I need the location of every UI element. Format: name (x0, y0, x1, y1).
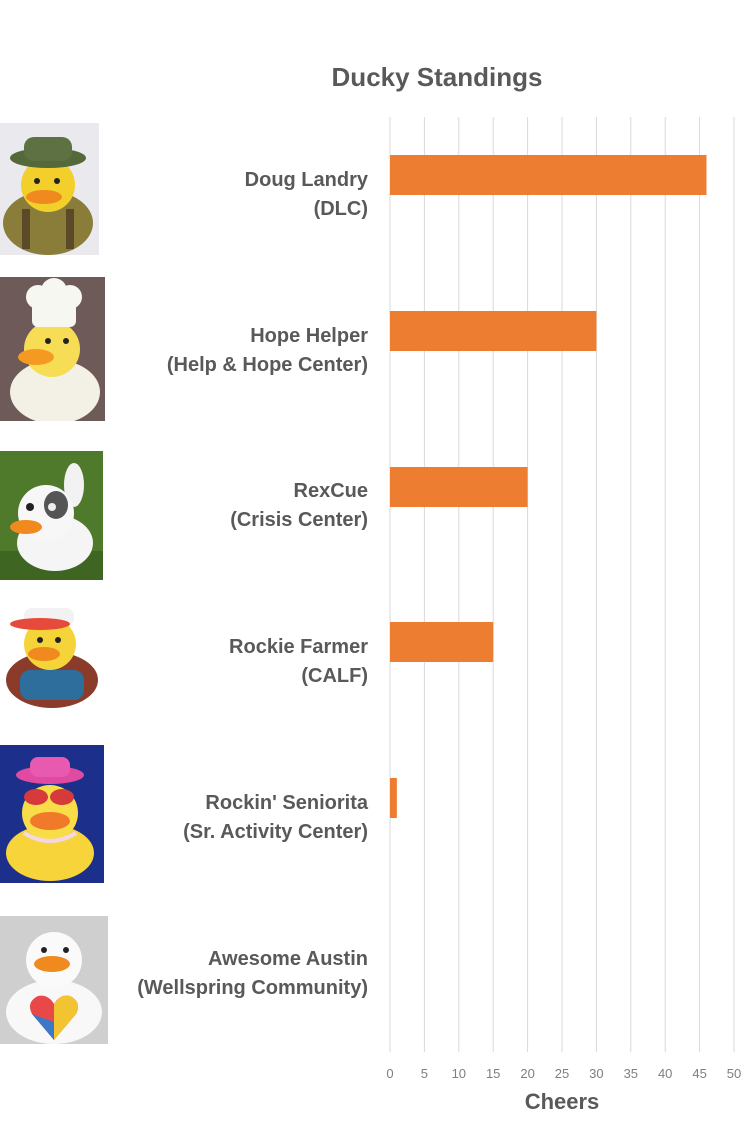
bar (390, 155, 707, 195)
category-label: Rockie Farmer (CALF) (229, 636, 368, 687)
x-tick-label: 50 (727, 1066, 741, 1081)
x-tick-label: 40 (658, 1066, 672, 1081)
category-label: Rockin' Seniorita (Sr. Activity Center) (183, 792, 368, 843)
x-tick-label: 45 (692, 1066, 706, 1081)
category-label: Doug Landry (DLC) (244, 169, 368, 220)
duck-chef-image (0, 277, 105, 421)
x-tick-label: 35 (624, 1066, 638, 1081)
x-tick-label: 10 (452, 1066, 466, 1081)
bar (390, 467, 528, 507)
x-tick-label: 5 (421, 1066, 428, 1081)
x-tick-label: 25 (555, 1066, 569, 1081)
duck-farmer-image (0, 600, 100, 710)
duck-puzzle-heart-image (0, 916, 108, 1044)
category-label: Hope Helper (Help & Hope Center) (166, 325, 368, 376)
category-label: RexCue (Crisis Center) (230, 480, 368, 531)
bar (390, 778, 397, 818)
x-axis-title: Cheers (524, 1089, 600, 1114)
x-tick-label: 15 (486, 1066, 500, 1081)
duck-dog-image (0, 451, 103, 580)
x-tick-label: 20 (520, 1066, 534, 1081)
x-tick-label: 30 (589, 1066, 603, 1081)
bar (390, 311, 597, 351)
duck-pink-hat-image (0, 745, 104, 883)
chart-title: Ducky Standings (331, 62, 543, 92)
x-tick-label: 0 (386, 1066, 393, 1081)
category-label: Awesome Austin (Wellspring Community) (137, 948, 368, 999)
bar (390, 622, 494, 662)
duck-bucket-hat-image (0, 123, 99, 255)
